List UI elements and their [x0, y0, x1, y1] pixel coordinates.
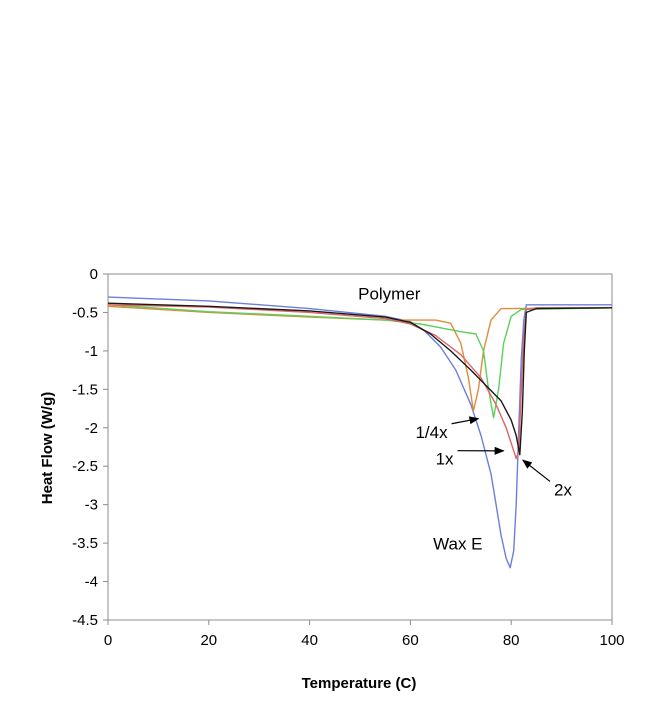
- annotation-1-4x: 1/4x: [415, 423, 448, 442]
- x-axis-title: Temperature (C): [302, 675, 417, 692]
- y-tick-label: 0: [90, 266, 98, 283]
- x-tick-label: 20: [200, 632, 217, 649]
- series-line-4: [108, 305, 612, 459]
- series-line-5: [108, 303, 612, 455]
- y-tick-label: -1: [85, 343, 98, 360]
- series-line-2: [108, 306, 612, 411]
- plot-area: 0 20 40 60 80 100 0 -0.5 -1 -1.5 -2 -2.5 -3 -3.5 -4 -4.…: [72, 266, 624, 649]
- x-tick-label: 100: [599, 632, 624, 649]
- annotation-wax-e: Wax E: [433, 534, 482, 553]
- plot-frame: [108, 274, 612, 620]
- annotation-1x: 1x: [436, 450, 454, 469]
- y-axis-title: Heat Flow (W/g): [39, 392, 56, 505]
- x-tick-label: 0: [104, 632, 112, 649]
- annotation-polymer: Polymer: [358, 284, 421, 303]
- y-tick-label: -3.5: [72, 535, 98, 552]
- y-tick-label: -4.5: [72, 612, 98, 629]
- x-tick-label: 40: [301, 632, 318, 649]
- x-tick-label: 60: [402, 632, 419, 649]
- x-tick-label: 80: [503, 632, 520, 649]
- annotation-arrow-1-4x: [452, 419, 479, 424]
- annotation-2x: 2x: [554, 480, 572, 499]
- y-tick-label: -0.5: [72, 304, 98, 321]
- y-tick-label: -2.5: [72, 458, 98, 475]
- y-tick-label: -3: [85, 497, 98, 514]
- series-line-1: [108, 297, 612, 568]
- series-line-3: [108, 305, 612, 418]
- y-tick-label: -2: [85, 420, 98, 437]
- annotation-arrow-2x: [523, 460, 550, 481]
- y-tick-label: -4: [85, 574, 98, 591]
- y-tick-label: -1.5: [72, 381, 98, 398]
